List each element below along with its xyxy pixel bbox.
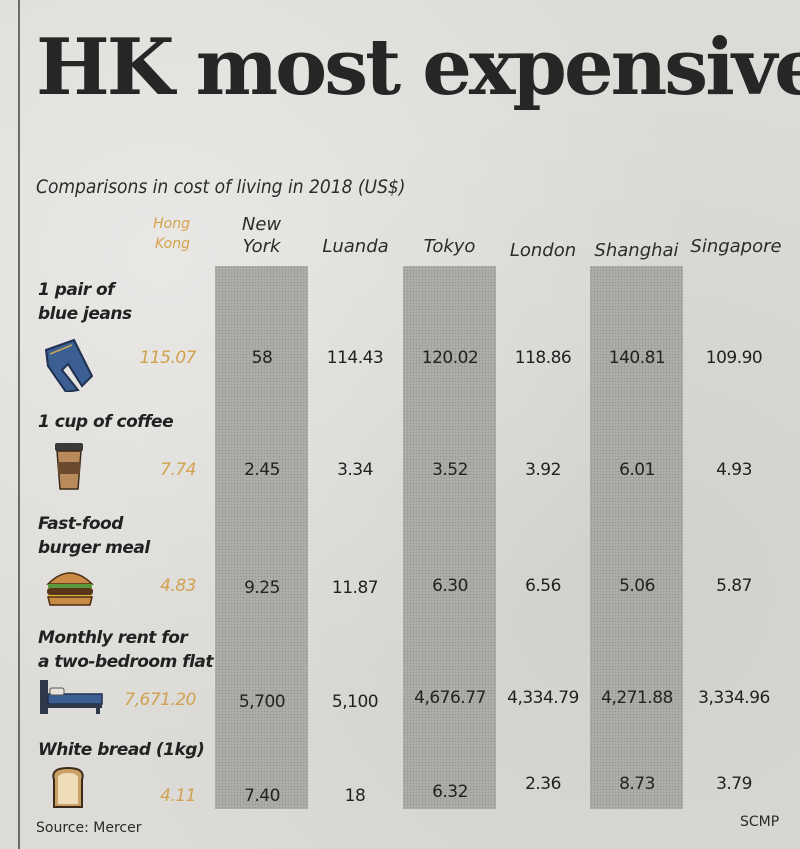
value-luanda: 5,100 <box>331 692 379 712</box>
value-luanda: 3.34 <box>337 460 373 480</box>
item-label-burger: Fast-food burger meal <box>38 512 150 560</box>
city-name-line2: York <box>242 236 281 257</box>
value-hong-kong: 7,671.20 <box>124 690 196 710</box>
burger-icon <box>46 572 94 606</box>
band-shanghai <box>590 266 683 809</box>
city-name: Luanda <box>322 236 389 257</box>
coffee-cup-icon <box>55 443 83 490</box>
bread-icon <box>52 766 84 808</box>
city-header-shanghai: Shanghai <box>588 240 685 262</box>
item-label-jeans: 1 pair of blue jeans <box>38 278 132 326</box>
value-hong-kong: 4.11 <box>160 786 196 806</box>
value-shanghai: 5.06 <box>619 576 655 596</box>
city-name: Singapore <box>690 236 782 257</box>
publisher-credit: SCMP <box>740 814 780 830</box>
item-label-line2: a two-bedroom flat <box>38 652 214 672</box>
item-label-coffee: 1 cup of coffee <box>38 410 174 434</box>
value-tokyo: 120.02 <box>421 348 479 368</box>
value-london: 2.36 <box>525 774 561 794</box>
column-rule <box>18 0 20 849</box>
value-luanda: 11.87 <box>331 578 379 598</box>
city-name-line1: New <box>241 214 282 235</box>
value-tokyo: 6.32 <box>432 782 468 802</box>
city-name-line1: Hong <box>153 216 190 232</box>
value-singapore: 5.87 <box>716 576 752 596</box>
value-shanghai: 8.73 <box>619 774 655 794</box>
value-shanghai: 140.81 <box>608 348 666 368</box>
value-new-york: 2.45 <box>244 460 280 480</box>
value-shanghai: 6.01 <box>619 460 655 480</box>
subtitle: Comparisons in cost of living in 2018 (U… <box>36 176 406 198</box>
value-tokyo: 3.52 <box>432 460 468 480</box>
value-london: 4,334.79 <box>507 688 579 708</box>
value-new-york: 5,700 <box>238 692 286 712</box>
value-new-york: 7.40 <box>244 786 280 806</box>
value-new-york: 58 <box>251 348 273 368</box>
value-tokyo: 4,676.77 <box>414 688 486 708</box>
source-note: Source: Mercer <box>36 820 142 836</box>
value-singapore: 3.79 <box>716 774 752 794</box>
value-london: 3.92 <box>525 460 561 480</box>
item-label-line1: White bread (1kg) <box>38 740 205 760</box>
city-name: Shanghai <box>594 240 679 261</box>
value-shanghai: 4,271.88 <box>601 688 673 708</box>
value-singapore: 109.90 <box>705 348 763 368</box>
bed-icon <box>40 680 103 714</box>
value-singapore: 3,334.96 <box>698 688 770 708</box>
jeans-icon <box>44 338 94 392</box>
city-name: London <box>509 240 577 261</box>
city-header-singapore: Singapore <box>684 236 788 258</box>
band-tokyo <box>403 266 496 809</box>
value-singapore: 4.93 <box>716 460 752 480</box>
item-label-line2: blue jeans <box>38 304 132 324</box>
band-new-york <box>215 266 308 809</box>
city-header-new-york: New York <box>215 214 308 258</box>
item-label-line1: 1 pair of <box>38 280 115 300</box>
value-tokyo: 6.30 <box>432 576 468 596</box>
city-header-luanda: Luanda <box>308 236 403 258</box>
value-london: 6.56 <box>525 576 561 596</box>
value-hong-kong: 7.74 <box>160 460 196 480</box>
value-hong-kong: 115.07 <box>139 348 197 368</box>
city-header-london: London <box>496 240 590 262</box>
item-label-line2: burger meal <box>38 538 150 558</box>
city-header-tokyo: Tokyo <box>403 236 496 258</box>
value-new-york: 9.25 <box>244 578 280 598</box>
city-name-line2: Kong <box>154 236 190 252</box>
value-luanda: 114.43 <box>326 348 384 368</box>
item-label-line1: Monthly rent for <box>38 628 188 648</box>
item-label-bread: White bread (1kg) <box>38 738 205 762</box>
city-name: Tokyo <box>423 236 476 257</box>
item-label-line1: Fast-food <box>38 514 123 534</box>
value-hong-kong: 4.83 <box>160 576 196 596</box>
value-london: 118.86 <box>514 348 572 368</box>
item-label-line1: 1 cup of coffee <box>38 412 174 432</box>
city-header-hong-kong: Hong Kong <box>120 214 190 254</box>
page-title: HK most expensive <box>36 22 800 113</box>
item-label-rent: Monthly rent for a two-bedroom flat <box>38 626 214 674</box>
value-luanda: 18 <box>344 786 366 806</box>
